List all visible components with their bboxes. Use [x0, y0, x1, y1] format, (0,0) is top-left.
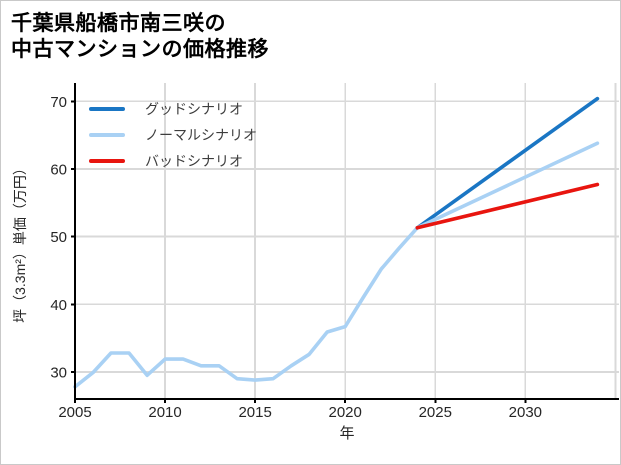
- legend-label-good-scenario: グッドシナリオ: [145, 101, 243, 117]
- x-tick-label: 2010: [148, 404, 181, 421]
- legend-item-normal-scenario: ノーマルシナリオ: [89, 122, 257, 148]
- legend-swatch-bad-scenario: [89, 159, 125, 163]
- y-tick-label: 30: [50, 364, 67, 381]
- series-line-bad: [415, 182, 600, 230]
- x-tick-label: 2025: [419, 404, 452, 421]
- y-tick-label: 70: [50, 94, 67, 111]
- legend-label-bad-scenario: バッドシナリオ: [145, 153, 243, 169]
- legend-label-normal-scenario: ノーマルシナリオ: [145, 127, 257, 143]
- x-tick-label: 2020: [329, 404, 362, 421]
- chart-title-line2: 中古マンションの価格推移: [11, 38, 269, 61]
- legend-item-bad-scenario: バッドシナリオ: [89, 148, 257, 174]
- legend-swatch-good-scenario: [89, 107, 125, 111]
- series-line-normal: [415, 141, 600, 230]
- chart-title: 千葉県船橋市南三咲の 中古マンションの価格推移: [11, 11, 269, 63]
- y-tick-label: 60: [50, 161, 67, 178]
- y-tick-label: 50: [50, 229, 67, 246]
- chart-legend: グッドシナリオ ノーマルシナリオ バッドシナリオ: [89, 96, 257, 174]
- y-axis-label: 坪（3.3m²）単価（万円）: [12, 161, 28, 323]
- x-axis-label: 年: [339, 425, 355, 442]
- chart-title-line1: 千葉県船橋市南三咲の: [11, 12, 226, 35]
- legend-swatch-normal-scenario: [89, 133, 125, 137]
- series-line-good: [415, 96, 600, 230]
- x-tick-label: 2005: [58, 404, 91, 421]
- series-line-history: [73, 226, 420, 389]
- y-tick-label: 40: [50, 297, 67, 314]
- legend-item-good-scenario: グッドシナリオ: [89, 96, 257, 122]
- x-tick-label: 2030: [509, 404, 542, 421]
- x-tick-label: 2015: [238, 404, 271, 421]
